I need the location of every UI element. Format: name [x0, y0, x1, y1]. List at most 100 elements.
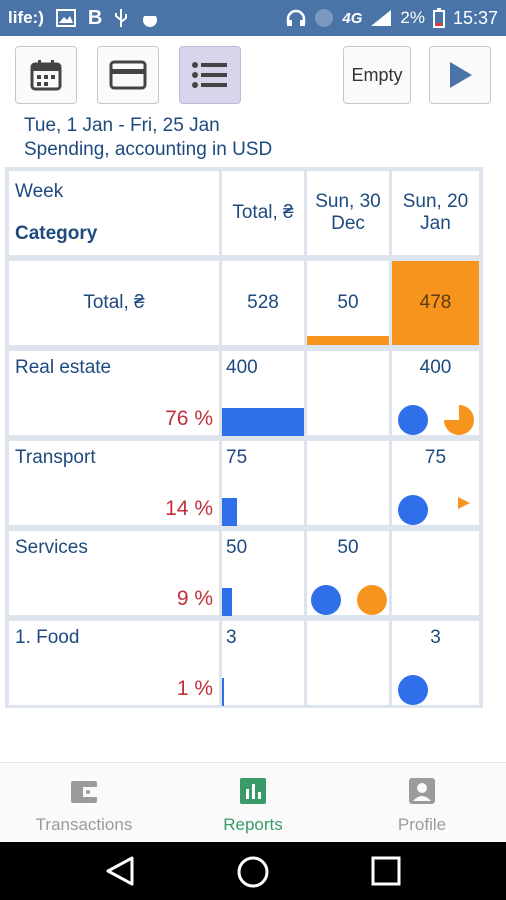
- android-debug-icon: [143, 13, 158, 27]
- total-row-col1-cell[interactable]: 50: [307, 261, 389, 345]
- share-dot-blue: [398, 675, 428, 705]
- share-dot-blue: [398, 495, 428, 525]
- row-services-col1-cell[interactable]: 50: [307, 531, 389, 615]
- row-real-estate-label-cell[interactable]: Real estate 76 %: [9, 351, 219, 435]
- profile-icon: [409, 778, 435, 804]
- nav-profile[interactable]: Profile: [338, 763, 506, 843]
- header-col1-line1: Sun, 30: [315, 191, 381, 212]
- row-food-col1-cell[interactable]: [307, 621, 389, 705]
- row-real-estate-col1-cell[interactable]: [307, 351, 389, 435]
- date-range-text: Tue, 1 Jan - Fri, 25 Jan: [24, 115, 220, 136]
- network-type: 4G: [342, 9, 363, 27]
- total-row-col1-value: 50: [337, 292, 359, 313]
- header-category-cell: Week Category: [9, 171, 219, 255]
- calendar-icon: [30, 60, 62, 91]
- status-bar: life:) B 4G 2% 15:37: [0, 0, 506, 36]
- row-share-bar: [222, 678, 224, 706]
- row-services-col2-cell[interactable]: [392, 531, 479, 615]
- wallet-icon: [71, 781, 97, 803]
- bottom-navigation: Transactions Reports Profile: [0, 762, 506, 842]
- recents-icon[interactable]: [371, 856, 401, 886]
- image-icon: [55, 9, 76, 27]
- b-icon: B: [87, 6, 103, 29]
- home-icon[interactable]: [236, 855, 270, 889]
- accounts-button[interactable]: [97, 46, 159, 104]
- nav-reports[interactable]: Reports: [169, 763, 337, 843]
- play-button[interactable]: [429, 46, 491, 104]
- row-real-estate-col2-cell[interactable]: 400: [392, 351, 479, 435]
- total-row-label-cell: Total, ₴: [9, 261, 219, 345]
- row-label: Transport: [15, 447, 96, 468]
- row-transport-col1-cell[interactable]: [307, 441, 389, 525]
- nav-transactions[interactable]: Transactions: [0, 763, 168, 843]
- calendar-button[interactable]: [15, 46, 77, 104]
- nav-reports-label: Reports: [223, 815, 283, 834]
- header-total-label: Total, ₴: [232, 202, 294, 223]
- row-transport-col2-cell[interactable]: 75: [392, 441, 479, 525]
- row-col2-value: 400: [419, 357, 452, 378]
- row-share-bar: [222, 408, 304, 436]
- row-label: Services: [15, 537, 88, 558]
- total-row-col2-value: 478: [419, 292, 452, 313]
- nav-profile-label: Profile: [397, 815, 447, 834]
- row-real-estate-total-cell[interactable]: 400: [222, 351, 304, 436]
- total-row-label: Total, ₴: [83, 292, 145, 313]
- row-col1-value: 50: [337, 537, 359, 558]
- total-col1-bar: [307, 336, 389, 345]
- row-col2-value: 75: [424, 447, 447, 468]
- system-navigation-bar: [0, 842, 506, 900]
- total-row-total-value: 528: [247, 292, 279, 313]
- report-mode-text: Spending, accounting in USD: [24, 139, 273, 160]
- headphones-icon: [287, 9, 306, 26]
- total-row-total-cell[interactable]: 528: [222, 261, 304, 345]
- empty-button[interactable]: Empty: [343, 46, 411, 104]
- list-icon: [192, 62, 227, 88]
- toolbar: Empty: [0, 44, 506, 108]
- bar-chart-icon: [240, 778, 266, 804]
- usb-icon: [115, 9, 128, 27]
- row-transport-total-cell[interactable]: 75: [222, 441, 304, 526]
- row-percent: 1 %: [176, 677, 213, 700]
- header-week-label: Week: [15, 181, 64, 202]
- carrier-label: life:): [8, 8, 44, 27]
- row-food-label-cell[interactable]: 1. Food 1 %: [9, 621, 219, 705]
- row-col2-value: 3: [430, 627, 441, 648]
- row-total-value: 3: [226, 627, 237, 648]
- share-dot-orange: [357, 585, 387, 615]
- total-row-col2-cell[interactable]: 478: [392, 261, 479, 345]
- play-icon: [450, 62, 472, 88]
- header-col2-line2: Jan: [420, 213, 451, 234]
- row-food-col2-cell[interactable]: 3: [392, 621, 479, 705]
- header-col-jan20[interactable]: Sun, 20 Jan: [392, 171, 479, 255]
- row-transport-label-cell[interactable]: Transport 14 %: [9, 441, 219, 525]
- bluetooth-off-icon: [315, 9, 334, 27]
- row-label: 1. Food: [15, 627, 80, 648]
- header-col1-line2: Dec: [331, 213, 365, 234]
- row-percent: 9 %: [176, 587, 213, 610]
- header-total-cell[interactable]: Total, ₴: [222, 171, 304, 255]
- row-services-label-cell[interactable]: Services 9 %: [9, 531, 219, 615]
- back-icon[interactable]: [104, 855, 136, 887]
- share-dot-blue: [311, 585, 341, 615]
- row-share-bar: [222, 498, 237, 526]
- share-pie-orange: [458, 497, 470, 509]
- date-range[interactable]: Tue, 1 Jan - Fri, 25 Jan Spending, accou…: [24, 114, 272, 162]
- row-services-total-cell[interactable]: 50: [222, 531, 304, 616]
- credit-card-icon: [109, 60, 147, 90]
- header-col-dec30[interactable]: Sun, 30 Dec: [307, 171, 389, 255]
- row-total-value: 75: [226, 447, 248, 468]
- battery-percent: 2%: [400, 8, 425, 27]
- battery-icon: [432, 8, 445, 28]
- row-label: Real estate: [15, 357, 112, 378]
- row-total-value: 400: [226, 357, 258, 378]
- clock: 15:37: [452, 7, 498, 28]
- share-dot-blue: [398, 405, 428, 435]
- share-pie-orange: [444, 405, 474, 435]
- signal-icon: [371, 10, 392, 26]
- row-food-total-cell[interactable]: 3: [222, 621, 304, 706]
- row-total-value: 50: [226, 537, 248, 558]
- row-percent: 76 %: [165, 407, 213, 430]
- nav-transactions-label: Transactions: [35, 815, 133, 834]
- header-category-label: Category: [15, 223, 98, 244]
- list-view-button[interactable]: [179, 46, 241, 104]
